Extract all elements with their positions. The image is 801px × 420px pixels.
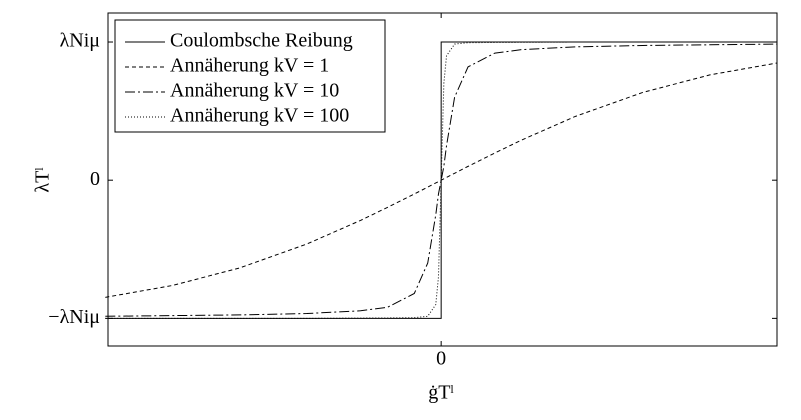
- y-tick-label: 0: [90, 168, 100, 190]
- legend-label: Annäherung kV = 1: [170, 55, 329, 77]
- y-tick-label: λNiμ: [60, 30, 100, 52]
- plot-frame: [107, 12, 778, 347]
- line-series: [105, 43, 778, 317]
- line-series: [105, 62, 778, 298]
- line-series: [105, 41, 777, 319]
- y-tick-label: −λNiμ: [48, 306, 100, 328]
- legend-label: Coulombsche Reibung: [170, 30, 353, 52]
- x-axis-label: ġTˡ: [428, 382, 454, 404]
- y-axis-label: λTˡ: [32, 167, 54, 193]
- legend-label: Annäherung kV = 100: [170, 105, 349, 127]
- legend-label: Annäherung kV = 10: [170, 80, 339, 102]
- x-tick-label: 0: [436, 348, 446, 370]
- legend-box: [114, 19, 386, 133]
